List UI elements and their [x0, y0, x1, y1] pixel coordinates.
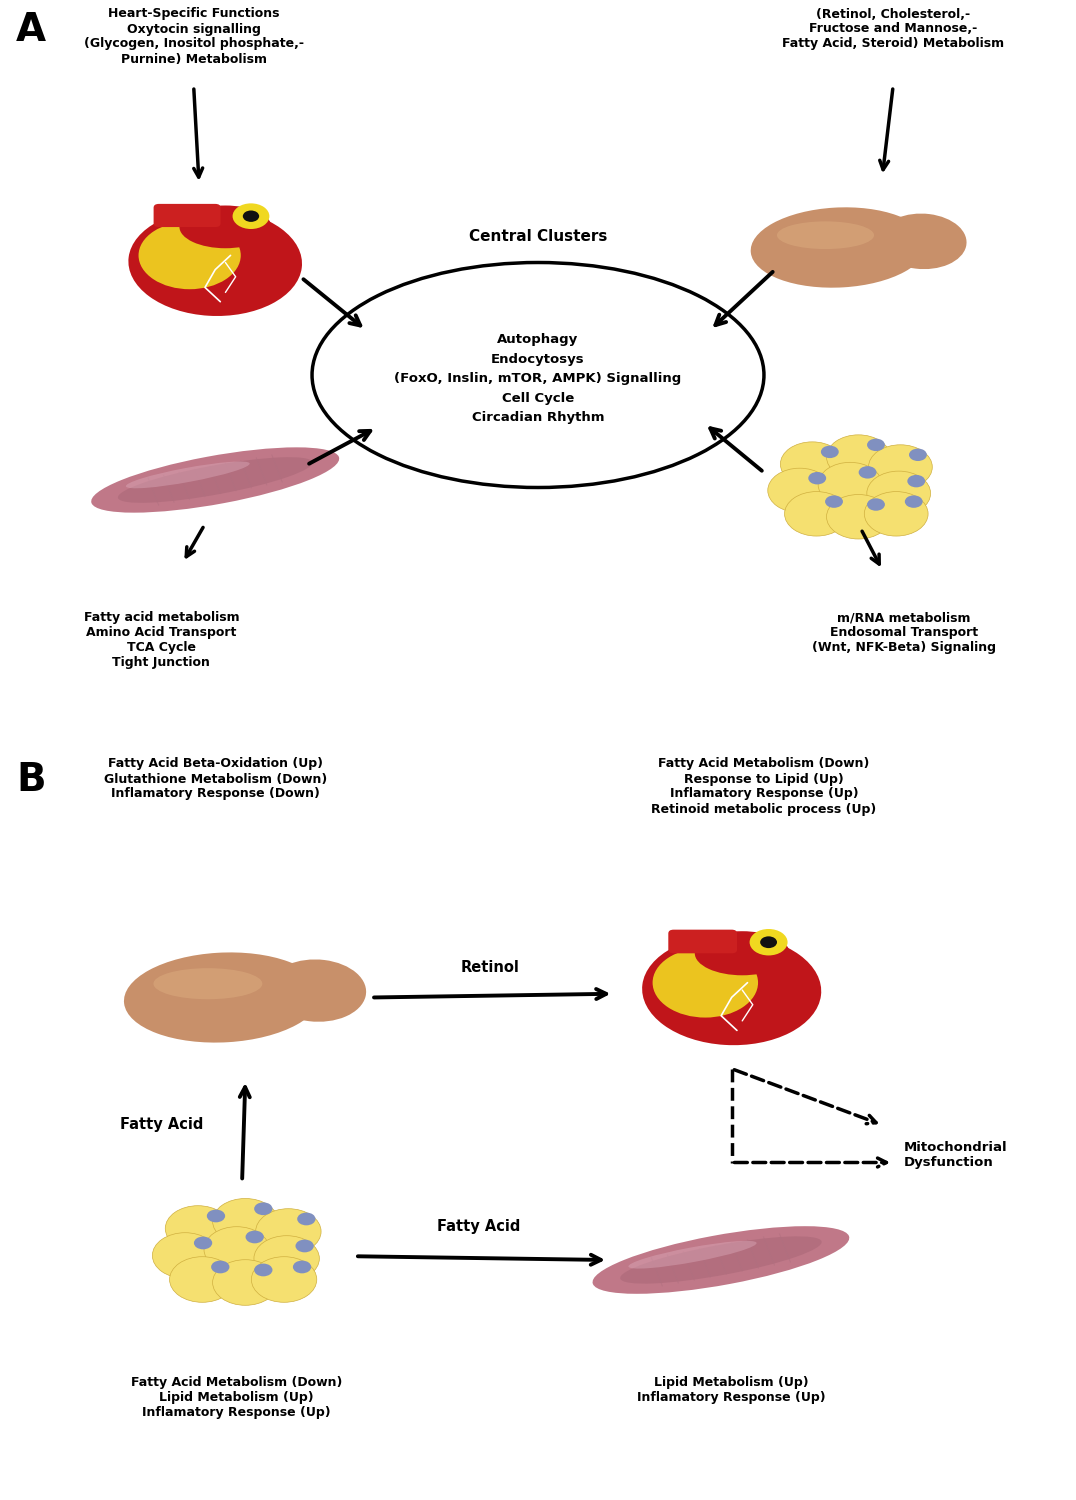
Circle shape — [254, 1236, 320, 1281]
Circle shape — [153, 1233, 217, 1278]
Circle shape — [254, 1263, 272, 1276]
Text: Fatty Acid Beta-Oxidation (Up)
Glutathione Metabolism (Down)
Inflamatory Respons: Fatty Acid Beta-Oxidation (Up) Glutathio… — [103, 758, 327, 801]
Circle shape — [868, 446, 932, 489]
Ellipse shape — [118, 458, 312, 503]
Circle shape — [194, 1236, 212, 1250]
Circle shape — [243, 210, 259, 222]
Circle shape — [296, 1239, 314, 1252]
Text: Fatty Acid: Fatty Acid — [119, 1118, 203, 1132]
Circle shape — [232, 204, 269, 230]
Ellipse shape — [879, 213, 966, 268]
Circle shape — [204, 1227, 269, 1272]
Text: (Retinol, Cholesterol,-
Fructose and Mannose,-
Fatty Acid, Steroid) Metabolism: (Retinol, Cholesterol,- Fructose and Man… — [782, 8, 1004, 51]
Ellipse shape — [695, 932, 790, 975]
Text: Lipid Metabolism (Up)
Inflamatory Response (Up): Lipid Metabolism (Up) Inflamatory Respon… — [637, 1377, 826, 1404]
Circle shape — [784, 492, 848, 536]
Circle shape — [768, 468, 832, 513]
Ellipse shape — [652, 948, 758, 1017]
Text: Autophagy
Endocytosys
(FoxO, Inslin, mTOR, AMPK) Signalling
Cell Cycle
Circadian: Autophagy Endocytosys (FoxO, Inslin, mTO… — [395, 333, 681, 424]
Circle shape — [905, 495, 923, 508]
Circle shape — [826, 495, 890, 538]
Circle shape — [909, 448, 926, 460]
Text: A: A — [16, 12, 46, 50]
Circle shape — [859, 466, 877, 478]
Circle shape — [170, 1257, 235, 1302]
Ellipse shape — [642, 934, 821, 1046]
Text: Heart-Specific Functions
Oxytocin signalling
(Glycogen, Inositol phosphate,-
Pur: Heart-Specific Functions Oxytocin signal… — [84, 8, 303, 66]
Text: m/RNA metabolism
Endosomal Transport
(Wnt, NFK-Beta) Signaling: m/RNA metabolism Endosomal Transport (Wn… — [811, 612, 996, 654]
Ellipse shape — [126, 462, 250, 489]
Ellipse shape — [593, 1226, 849, 1294]
Circle shape — [213, 1198, 278, 1243]
Circle shape — [245, 1230, 264, 1244]
Text: Mitochondrial
Dysfunction: Mitochondrial Dysfunction — [904, 1142, 1007, 1168]
Circle shape — [907, 476, 925, 488]
Circle shape — [867, 471, 931, 516]
Circle shape — [207, 1209, 225, 1222]
Ellipse shape — [777, 222, 874, 249]
Ellipse shape — [180, 206, 271, 248]
Circle shape — [166, 1206, 230, 1251]
Circle shape — [252, 1257, 316, 1302]
Circle shape — [780, 442, 845, 486]
Circle shape — [867, 438, 884, 452]
Circle shape — [825, 495, 843, 508]
Ellipse shape — [751, 207, 926, 288]
Text: Fatty Acid Metabolism (Down)
Lipid Metabolism (Up)
Inflamatory Response (Up): Fatty Acid Metabolism (Down) Lipid Metab… — [131, 1377, 342, 1419]
Text: Fatty Acid: Fatty Acid — [437, 1218, 521, 1233]
Ellipse shape — [154, 968, 263, 999]
Circle shape — [818, 462, 882, 507]
FancyBboxPatch shape — [668, 930, 737, 954]
Circle shape — [760, 936, 777, 948]
Circle shape — [211, 1260, 229, 1274]
FancyBboxPatch shape — [154, 204, 221, 226]
Text: B: B — [16, 762, 46, 800]
Circle shape — [750, 928, 788, 956]
Text: Fatty acid metabolism
Amino Acid Transport
TCA Cycle
Tight Junction: Fatty acid metabolism Amino Acid Transpo… — [84, 612, 239, 669]
Circle shape — [864, 492, 929, 536]
Ellipse shape — [139, 222, 241, 290]
Ellipse shape — [91, 447, 339, 513]
Circle shape — [808, 472, 826, 484]
Circle shape — [826, 435, 890, 480]
Circle shape — [256, 1209, 321, 1254]
Text: Retinol: Retinol — [461, 960, 519, 975]
Circle shape — [867, 498, 884, 510]
Circle shape — [293, 1260, 311, 1274]
Ellipse shape — [628, 1240, 756, 1269]
Circle shape — [213, 1260, 278, 1305]
Circle shape — [297, 1212, 315, 1225]
Ellipse shape — [124, 952, 322, 1042]
Circle shape — [821, 446, 839, 458]
Circle shape — [254, 1203, 272, 1215]
Ellipse shape — [268, 960, 366, 1022]
Text: Central Clusters: Central Clusters — [469, 230, 607, 243]
Text: Fatty Acid Metabolism (Down)
Response to Lipid (Up)
Inflamatory Response (Up)
Re: Fatty Acid Metabolism (Down) Response to… — [651, 758, 877, 816]
Ellipse shape — [620, 1236, 822, 1284]
Ellipse shape — [128, 209, 302, 316]
